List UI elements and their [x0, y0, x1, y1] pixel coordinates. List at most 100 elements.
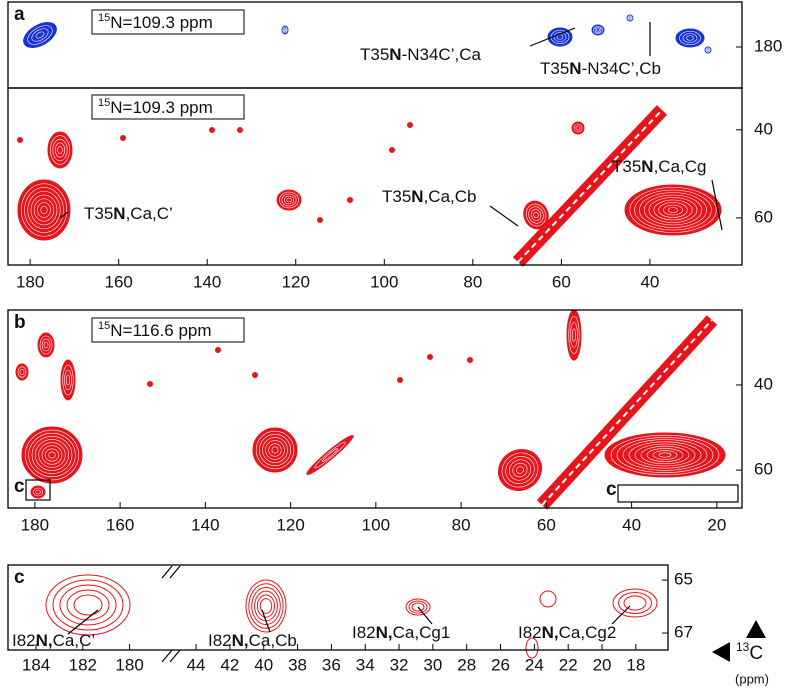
x-tick-label: 32 [390, 655, 409, 674]
contour [497, 448, 543, 492]
contour-level [397, 377, 403, 383]
contour [389, 147, 395, 153]
contour-level [648, 197, 698, 223]
contour-level [407, 122, 413, 128]
contour-level [27, 25, 53, 45]
condition-label: 15N=116.6 ppm [98, 320, 212, 341]
contour-level [52, 138, 68, 162]
contour [704, 46, 712, 54]
condition-label: 15N=109.3 ppm [98, 12, 213, 33]
contour-level [60, 359, 76, 401]
peak-label: I82N,Ca,Cb [208, 631, 297, 650]
contour-level [209, 127, 215, 133]
contour-level [57, 146, 63, 154]
contour-level [467, 357, 473, 363]
contour-level [271, 446, 279, 454]
x-tick-label: 160 [106, 515, 134, 534]
contour-level [667, 207, 679, 213]
peak-label: T35N,Ca,Cg [612, 157, 707, 176]
contour [252, 372, 258, 378]
contour-level [17, 179, 71, 241]
contour-level [347, 197, 353, 203]
contour-level [25, 429, 79, 481]
contour-level [634, 443, 696, 467]
condition-text: N=109.3 ppm [110, 98, 213, 117]
contour-level [706, 48, 710, 52]
contour-level [528, 206, 544, 224]
label-leader [417, 606, 433, 625]
label-bold: N, [542, 623, 559, 642]
contour-level [686, 35, 694, 41]
x-tick-label: 180 [115, 655, 143, 674]
contour-level [281, 193, 297, 207]
contour-level [675, 28, 705, 48]
label-pre: T35 [540, 59, 569, 78]
label-leader [711, 179, 723, 231]
contour-level [634, 189, 712, 231]
x-tick-label: 100 [370, 272, 398, 291]
label-bold: N, [232, 631, 249, 650]
contour-line [618, 592, 652, 614]
label-post: Ca,Cb [249, 631, 297, 650]
x-tick-label: 180 [21, 515, 49, 534]
label-bold: N, [36, 631, 53, 650]
contour [120, 135, 126, 141]
axis-nucleus: 13C [736, 640, 763, 664]
contour-level [33, 198, 55, 222]
contour [467, 357, 473, 363]
contour-level [646, 448, 684, 462]
contour-level [17, 366, 27, 378]
x-tick-label: 60 [537, 515, 556, 534]
x-tick-label: 40 [640, 272, 659, 291]
x-tick-label: 140 [193, 272, 221, 291]
contour-line [256, 594, 276, 618]
contour-level [19, 369, 25, 375]
contour-line [612, 588, 658, 618]
contour-line [248, 583, 284, 629]
contour-level [33, 487, 43, 497]
label-leader [529, 27, 576, 47]
x-tick-label: 30 [423, 655, 442, 674]
contour-level [679, 30, 701, 46]
label-post: -N34C’,Cb [582, 59, 661, 78]
contour-line [251, 586, 281, 626]
contour-level [279, 191, 299, 209]
condition-sup: 15 [98, 320, 110, 332]
x-tick-label: 60 [552, 272, 571, 291]
contour-level [276, 189, 302, 211]
contour-level [533, 211, 539, 219]
contour-level [31, 28, 49, 42]
contour-level [38, 442, 66, 468]
x-tick-label: 120 [282, 272, 310, 291]
contour [252, 427, 298, 473]
label-pre: T35 [84, 204, 113, 223]
contour [566, 309, 582, 361]
contour [407, 122, 413, 128]
axis-unit: (ppm) [735, 671, 769, 686]
contour-level [27, 190, 61, 230]
contour [547, 27, 573, 47]
contour [626, 14, 634, 22]
contour-level [31, 436, 73, 474]
contour-level [705, 47, 711, 53]
condition-sup: 15 [98, 97, 110, 109]
contour-level [30, 194, 58, 226]
contour-line [411, 602, 425, 612]
contour [276, 189, 302, 211]
contour-level [37, 332, 55, 358]
contour-level [50, 135, 70, 165]
label-pre: T35 [382, 187, 411, 206]
arrow-left [712, 642, 730, 662]
x-tick-label: 184 [22, 655, 50, 674]
diagonal-core [517, 109, 663, 263]
contour-line [73, 594, 103, 616]
y-tick-label: 65 [674, 570, 693, 589]
contour-level [556, 34, 564, 40]
condition-text: N=116.6 ppm [110, 321, 211, 340]
label-pre: I82 [208, 631, 232, 650]
contour-level [268, 443, 282, 457]
contour-level [663, 204, 683, 216]
contour-level [314, 441, 346, 469]
panel-letter: c [14, 567, 25, 588]
contour-level [21, 426, 83, 484]
